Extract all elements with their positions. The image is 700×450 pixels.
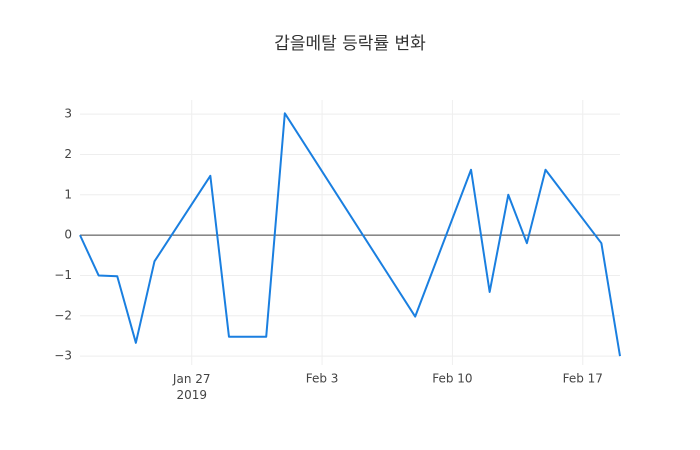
y-tick-label: −1: [54, 268, 72, 282]
y-tick-label: 1: [64, 187, 72, 201]
x-tick-label: Feb 17: [563, 372, 603, 386]
line: [79, 112, 621, 357]
x-tick-label: Feb 10: [432, 372, 472, 386]
y-tick-label: −3: [54, 349, 72, 363]
chart-title: 갑을메탈 등락률 변화: [274, 34, 426, 54]
x-tick-label: Jan 27 2019: [172, 372, 211, 402]
y-tick-label: 0: [64, 228, 72, 242]
y-tick-label: 3: [64, 107, 72, 121]
y-tick-label: 2: [64, 147, 72, 161]
y-tick-label: −2: [54, 308, 72, 322]
x-tick-label: Feb 3: [306, 372, 339, 386]
